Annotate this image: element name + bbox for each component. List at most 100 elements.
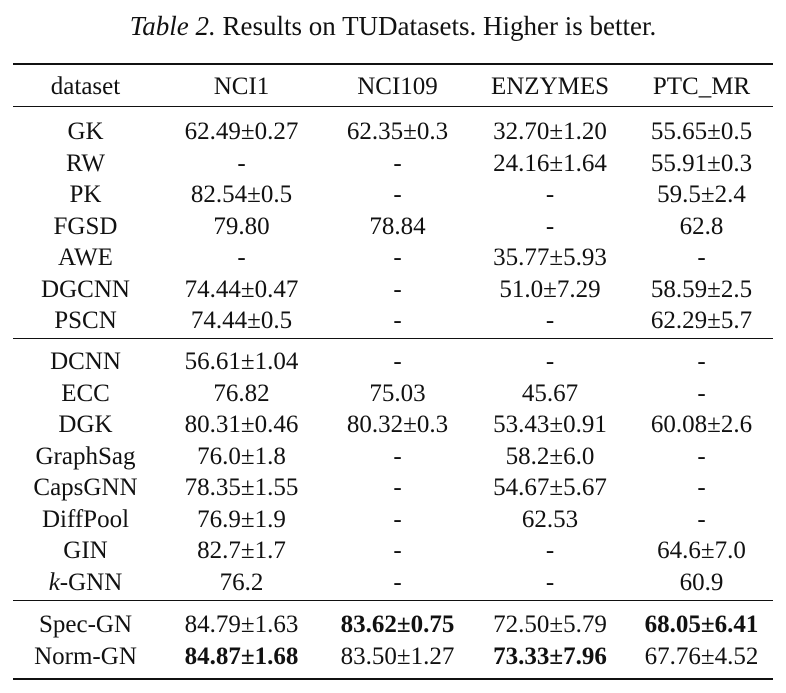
result-cell-ptc-mr: 55.91±0.3 [650, 149, 753, 177]
method-name-cell: AWE [58, 244, 113, 271]
table-row: DiffPool 76.9±1.9 - 62.53 - [13, 504, 773, 535]
method-name-cell: GK [67, 118, 104, 145]
result-cell-enzymes: - [545, 307, 555, 334]
result-cell-ptc-mr: 59.5±2.4 [657, 181, 746, 208]
result-cell-nci109: - [393, 474, 402, 501]
result-cell-nci1: 62.49±0.27 [184, 118, 299, 145]
method-name-cell: FGSD [53, 212, 118, 240]
table-row: RW - - 24.16±1.64 55.91±0.3 [13, 148, 773, 179]
result-cell-nci1: 76.2 [219, 568, 264, 596]
result-cell-enzymes: 45.67 [521, 379, 579, 407]
header-row: dataset NCI1 NCI109 ENZYMES PTC_MR [13, 71, 773, 102]
result-cell-ptc-mr: - [697, 348, 706, 375]
result-cell-enzymes: - [545, 568, 555, 596]
method-name-cell: DGCNN [41, 275, 130, 303]
result-cell-nci109: 80.32±0.3 [346, 411, 449, 438]
table-row: GK 62.49±0.27 62.35±0.3 32.70±1.20 55.65±0.5 [13, 116, 773, 147]
result-cell-nci1: 82.54±0.5 [190, 181, 293, 208]
method-name-cell: DGK [58, 411, 113, 438]
table-caption: Table 2. Results on TUDatasets. Higher i… [0, 8, 786, 44]
result-cell-ptc-mr: 64.6±7.0 [657, 537, 746, 564]
result-cell-ptc-mr: - [697, 244, 706, 271]
table-row: GIN 82.7±1.7 - - 64.6±7.0 [13, 535, 773, 566]
result-cell-ptc-mr: - [697, 442, 706, 470]
result-cell-nci1: 76.82 [213, 379, 270, 407]
result-cell-enzymes: 73.33±7.96 [493, 642, 607, 670]
table-row: CapsGNN 78.35±1.55 - 54.67±5.67 - [13, 472, 773, 503]
result-cell-nci1: 82.7±1.7 [197, 537, 286, 564]
result-cell-enzymes: 72.50±5.79 [493, 611, 607, 638]
method-name-cell: GIN [63, 537, 108, 564]
result-cell-enzymes: 24.16±1.64 [493, 149, 607, 177]
result-cell-nci1: 76.0±1.8 [197, 442, 286, 470]
method-name-cell: DCNN [50, 348, 121, 375]
result-cell-ptc-mr: - [697, 474, 706, 501]
method-name-cell: k-GNN [48, 568, 123, 596]
method-name-cell: CapsGNN [33, 474, 138, 501]
table-row: PSCN 74.44±0.5 - - 62.29±5.7 [13, 305, 773, 336]
table-row: Norm-GN 84.87±1.68 83.50±1.27 73.33±7.96 67.… [13, 641, 773, 672]
table-row: PK 82.54±0.5 - - 59.5±2.4 [13, 179, 773, 210]
result-cell-nci109: - [393, 537, 402, 564]
method-name-cell: RW [66, 149, 105, 177]
result-cell-enzymes: 32.70±1.20 [493, 118, 607, 145]
result-cell-nci1: 74.44±0.47 [184, 275, 299, 303]
result-cell-enzymes: 62.53 [521, 505, 579, 533]
table-row: Spec-GN 84.79±1.63 83.62±0.75 72.50±5.79 68.… [13, 609, 773, 640]
result-cell-nci1: 84.87±1.68 [184, 642, 299, 670]
result-cell-nci109: - [393, 307, 402, 334]
table-row: AWE - - 35.77±5.93 - [13, 242, 773, 273]
result-cell-enzymes: 54.67±5.67 [493, 474, 607, 501]
result-cell-nci1: 78.35±1.55 [184, 474, 299, 501]
result-cell-enzymes: 53.43±0.91 [493, 411, 607, 438]
method-name-cell: GraphSag [35, 442, 136, 470]
result-cell-nci109: - [393, 348, 402, 375]
table-row: DCNN 56.61±1.04 - - - [13, 346, 773, 377]
table-row: DGCNN 74.44±0.47 - 51.0±7.29 58.59±2.5 [13, 274, 773, 305]
result-cell-nci1: 79.80 [213, 212, 270, 240]
header-nci109: NCI109 [357, 73, 438, 100]
table-row: ECC 76.82 75.03 45.67 - [13, 378, 773, 409]
result-cell-enzymes: - [545, 212, 555, 240]
result-cell-enzymes: - [545, 348, 555, 375]
method-name-cell: DiffPool [41, 505, 130, 533]
result-cell-ptc-mr: 60.08±2.6 [650, 411, 753, 438]
result-cell-nci109: 75.03 [369, 379, 426, 407]
method-name-cell: Norm-GN [34, 642, 137, 670]
header-nci1: NCI1 [213, 73, 270, 100]
bottom-rule [13, 678, 773, 680]
method-name-cell: PK [69, 181, 102, 208]
result-cell-enzymes: 35.77±5.93 [493, 244, 607, 271]
result-cell-ptc-mr: - [697, 505, 706, 533]
result-cell-nci109: - [393, 149, 402, 177]
result-cell-nci1: - [237, 149, 246, 177]
method-name-cell: PSCN [54, 307, 117, 334]
result-cell-enzymes: - [545, 537, 555, 564]
top-rule [13, 63, 773, 65]
result-cell-nci109: 83.50±1.27 [340, 642, 455, 670]
result-cell-nci109: - [393, 275, 402, 303]
result-cell-enzymes: 58.2±6.0 [505, 442, 595, 470]
method-name-cell: Spec-GN [38, 611, 133, 638]
header-enzymes: ENZYMES [490, 73, 610, 100]
result-cell-nci1: 74.44±0.5 [190, 307, 293, 334]
result-cell-nci109: 83.62±0.75 [340, 611, 455, 638]
table-row: GraphSag 76.0±1.8 - 58.2±6.0 - [13, 441, 773, 472]
result-cell-nci109: - [393, 442, 402, 470]
method-name-cell: ECC [61, 379, 110, 407]
result-cell-ptc-mr: 67.76±4.52 [644, 642, 759, 670]
result-cell-ptc-mr: 60.9 [679, 568, 724, 596]
result-cell-nci109: - [393, 244, 402, 271]
result-cell-enzymes: 51.0±7.29 [499, 275, 601, 303]
result-cell-nci1: - [237, 244, 246, 271]
caption-text: Results on TUDatasets. Higher is better. [215, 11, 657, 41]
result-cell-nci109: 62.35±0.3 [346, 118, 449, 145]
caption-label: Table 2. [129, 11, 216, 41]
result-cell-enzymes: - [545, 181, 555, 208]
result-cell-nci109: - [393, 505, 402, 533]
group-rule-1 [13, 338, 773, 339]
table-row: k-GNN 76.2 - - 60.9 [13, 567, 773, 598]
result-cell-nci1: 80.31±0.46 [184, 411, 299, 438]
result-cell-nci1: 84.79±1.63 [184, 611, 299, 638]
result-cell-ptc-mr: 68.05±6.41 [644, 611, 759, 638]
